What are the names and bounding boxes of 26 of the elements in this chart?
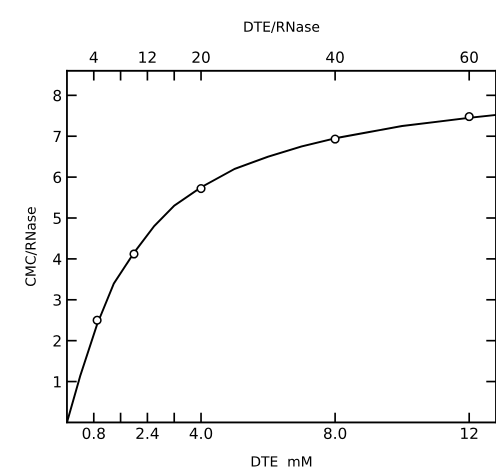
point: [196, 184, 206, 194]
y-tick-label: 2: [54, 335, 61, 346]
x-tick-label: 4.0: [190, 428, 212, 440]
x2-tick-label: 40: [326, 51, 344, 63]
point: [92, 316, 102, 325]
x2-tick-label: 12: [139, 51, 156, 63]
point: [330, 134, 340, 144]
x2-tick-label: 20: [192, 51, 210, 63]
y-axis-title: CMC/RNase: [25, 207, 37, 286]
y-tick-label: 7: [54, 130, 61, 142]
y-tick-label: 6: [53, 172, 62, 184]
x2-axis-title: DTE/RNase: [244, 22, 320, 33]
y-tick-label: 8: [53, 90, 62, 102]
y-tick-label: 1: [54, 376, 61, 388]
y-tick-label: 5: [54, 212, 61, 224]
point: [129, 249, 139, 259]
x2-tick-label: 60: [460, 51, 478, 63]
x-tick-label: 12: [461, 428, 478, 439]
x2-tick-label: 4: [90, 52, 98, 63]
x-tick-label: 0.8: [82, 428, 105, 440]
x-tick-label: 8.0: [324, 428, 346, 440]
y-tick-label: 3: [54, 294, 61, 306]
point: [464, 112, 474, 122]
y-tick-label: 4: [53, 254, 62, 265]
x-tick-label: 2.4: [136, 428, 159, 439]
x-axis-title: DTE mM: [252, 456, 312, 467]
